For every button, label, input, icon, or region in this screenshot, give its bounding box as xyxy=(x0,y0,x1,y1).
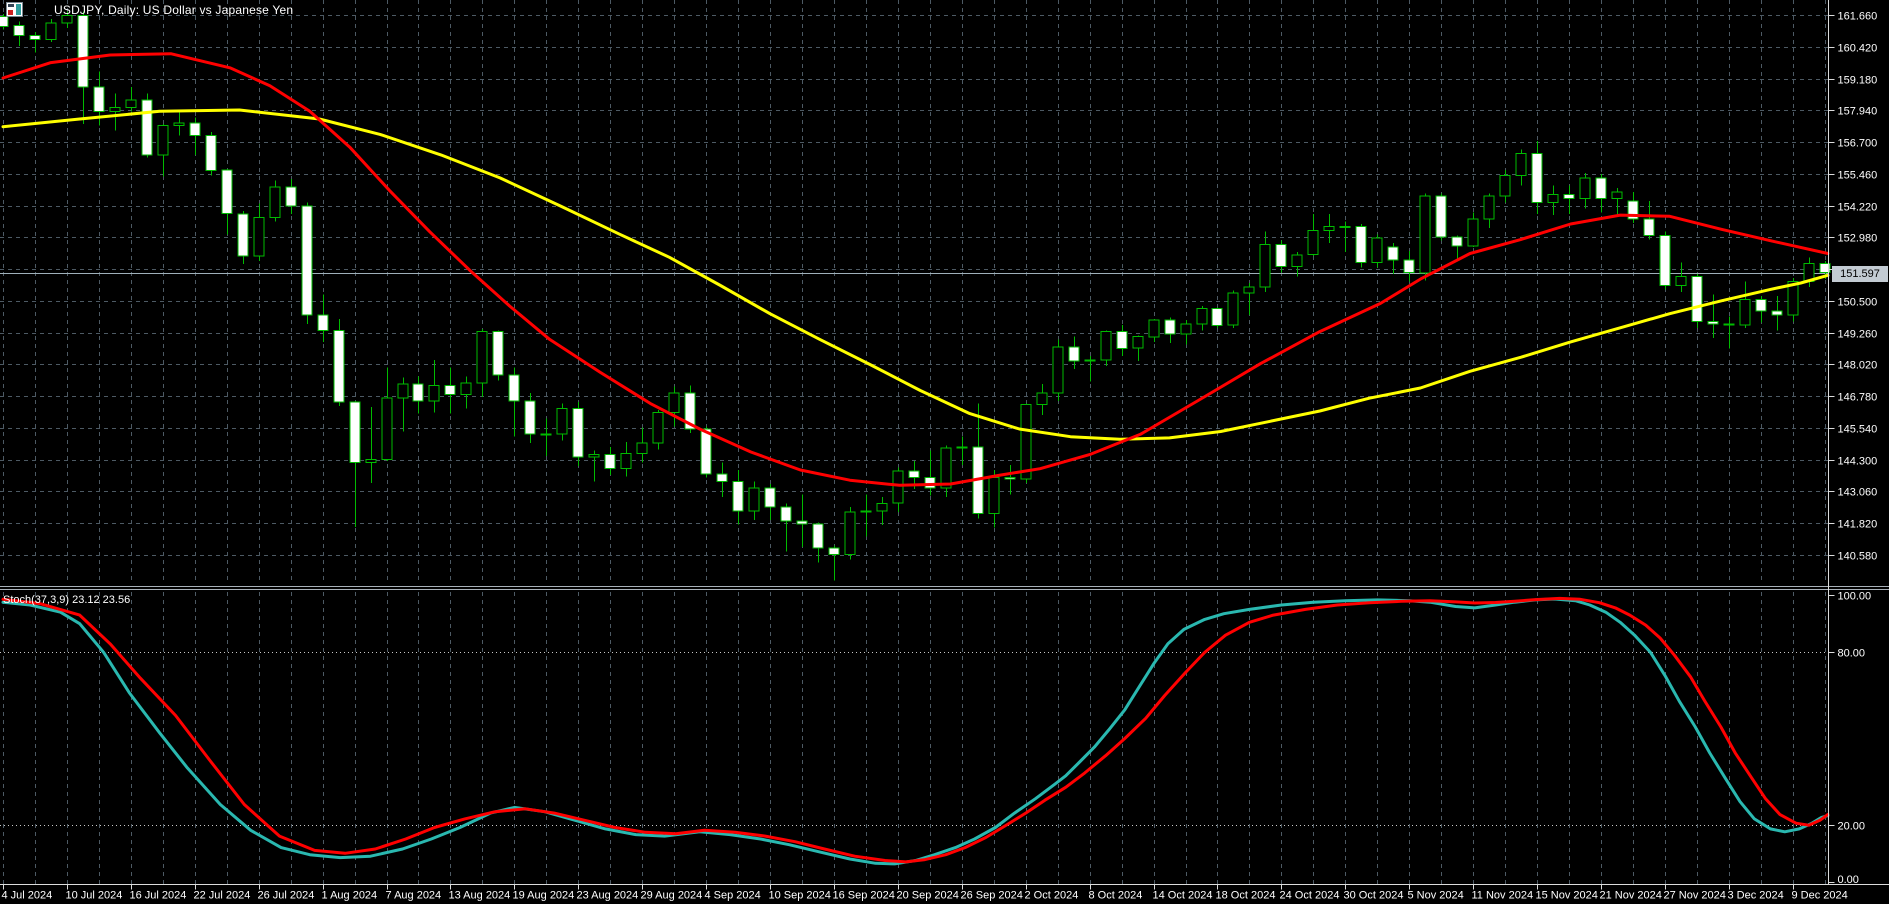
date-axis-label: 24 Oct 2024 xyxy=(1280,890,1340,902)
price-axis-label: 157.940 xyxy=(1838,106,1878,118)
date-axis-label: 8 Oct 2024 xyxy=(1089,890,1143,902)
date-axis-label: 22 Jul 2024 xyxy=(194,890,251,902)
candles xyxy=(0,11,1831,581)
price-axis-label: 140.580 xyxy=(1838,551,1878,563)
date-axis-label: 9 Dec 2024 xyxy=(1792,890,1848,902)
date-axis-label: 15 Nov 2024 xyxy=(1536,890,1598,902)
price-axis-label: 145.540 xyxy=(1838,424,1878,436)
date-axis-label: 20 Sep 2024 xyxy=(897,890,959,902)
price-axis-label: 149.260 xyxy=(1838,329,1878,341)
price-axis-label: 150.500 xyxy=(1838,297,1878,309)
stochastic-main-line xyxy=(1,597,1830,866)
date-axis-label: 16 Jul 2024 xyxy=(130,890,187,902)
price-axis-label: 152.980 xyxy=(1838,233,1878,245)
price-axis-label: 156.700 xyxy=(1838,138,1878,150)
chart-title: USDJPY, Daily: US Dollar vs Japanese Yen xyxy=(6,2,293,17)
price-axis-label: 159.180 xyxy=(1838,75,1878,87)
axes xyxy=(0,0,1889,885)
date-axis-label: 13 Aug 2024 xyxy=(449,890,511,902)
price-axis-label: 143.060 xyxy=(1838,487,1878,499)
price-axis-label: 155.460 xyxy=(1838,170,1878,182)
stoch-axis-label: 80.00 xyxy=(1838,648,1866,660)
price-axis[interactable]: 161.660 160.420 159.180 157.940 156.700 155.4… xyxy=(1828,11,1878,887)
date-axis-label: 30 Oct 2024 xyxy=(1344,890,1404,902)
chart-title-text: USDJPY, Daily: US Dollar vs Japanese Yen xyxy=(54,2,294,17)
date-axis-label: 21 Nov 2024 xyxy=(1600,890,1662,902)
price-axis-label: 148.020 xyxy=(1838,360,1878,372)
date-axis-label: 26 Jul 2024 xyxy=(258,890,315,902)
price-axis-label: 144.300 xyxy=(1838,456,1878,468)
time-axis[interactable]: 4 Jul 2024 10 Jul 2024 16 Jul 2024 22 Jul 2… xyxy=(2,884,1848,902)
date-axis-label: 10 Jul 2024 xyxy=(66,890,123,902)
date-axis-label: 14 Oct 2024 xyxy=(1153,890,1213,902)
date-axis-label: 29 Aug 2024 xyxy=(641,890,703,902)
date-axis-label: 4 Jul 2024 xyxy=(2,890,53,902)
current-price-badge: 151.597 xyxy=(1832,265,1888,282)
date-axis-label: 16 Sep 2024 xyxy=(833,890,895,902)
date-axis-label: 10 Sep 2024 xyxy=(769,890,831,902)
stoch-axis-label: 0.00 xyxy=(1838,874,1859,886)
date-axis-label: 11 Nov 2024 xyxy=(1472,890,1534,902)
price-axis-label: 154.220 xyxy=(1838,202,1878,214)
fast-ma-line xyxy=(1,52,1830,487)
price-axis-label: 146.780 xyxy=(1838,392,1878,404)
date-axis-label: 19 Aug 2024 xyxy=(513,890,575,902)
date-axis-label: 26 Sep 2024 xyxy=(961,890,1023,902)
date-axis-label: 18 Oct 2024 xyxy=(1216,890,1276,902)
date-axis-label: 7 Aug 2024 xyxy=(386,890,442,902)
stochastic-indicator-label: Stoch(37,3,9) 23.12 23.56 xyxy=(3,594,131,606)
date-axis-label: 23 Aug 2024 xyxy=(577,890,639,902)
stoch-axis-label: 100.00 xyxy=(1838,591,1872,603)
price-axis-label: 161.660 xyxy=(1838,11,1878,23)
date-axis-label: 3 Dec 2024 xyxy=(1728,890,1784,902)
price-axis-label: 141.820 xyxy=(1838,519,1878,531)
date-axis-label: 1 Aug 2024 xyxy=(322,890,378,902)
date-axis-label: 5 Nov 2024 xyxy=(1408,890,1464,902)
stoch-axis-label: 20.00 xyxy=(1838,821,1866,833)
date-axis-label: 27 Nov 2024 xyxy=(1664,890,1726,902)
price-axis-label: 160.420 xyxy=(1838,43,1878,55)
chart-template-icon xyxy=(6,2,47,17)
stochastic-signal-line xyxy=(1,596,1830,864)
pane-separator[interactable] xyxy=(0,585,1889,591)
date-axis-label: 2 Oct 2024 xyxy=(1025,890,1079,902)
slow-ma-line xyxy=(1,108,1830,441)
date-axis-label: 4 Sep 2024 xyxy=(705,890,761,902)
